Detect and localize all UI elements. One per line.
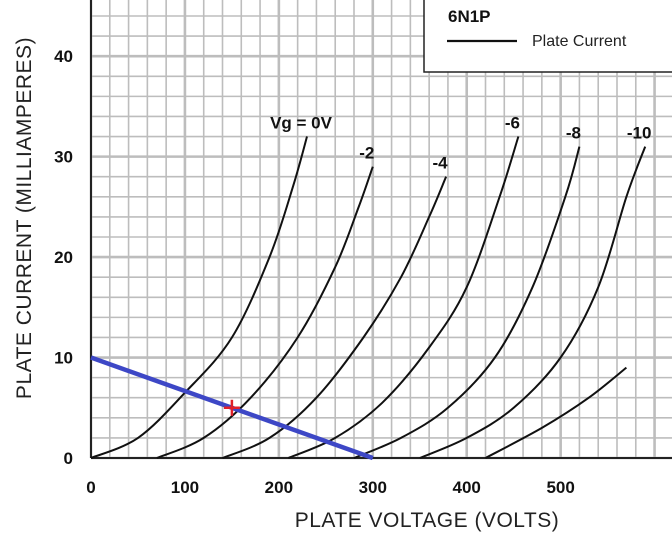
operating-point-group — [223, 399, 240, 416]
x-axis-label: PLATE VOLTAGE (VOLTS) — [295, 509, 560, 532]
y-tick-label: 30 — [54, 148, 73, 167]
curve-label: -4 — [432, 154, 448, 173]
y-tick-label: 40 — [54, 47, 73, 66]
y-tick-label: 10 — [54, 349, 73, 368]
plate-curves — [90, 136, 647, 459]
y-axis-label: PLATE CURRENT (MILLIAMPERES) — [13, 37, 36, 399]
curve-label: -2 — [359, 144, 374, 163]
curve-label: -10 — [627, 124, 652, 143]
y-tick-label: 0 — [64, 449, 73, 468]
y-tick-label: 20 — [54, 248, 73, 267]
legend-box: 6N1P Plate Current — [423, 0, 672, 73]
x-tick-label: 300 — [359, 478, 387, 497]
x-tick-label: 0 — [86, 478, 95, 497]
plate-curve — [222, 176, 448, 459]
grid-lines — [89, 0, 672, 460]
curve-label: -6 — [505, 114, 520, 133]
plate-curve — [485, 366, 628, 459]
curve-label: Vg = 0V — [270, 114, 333, 133]
plate-curve — [156, 166, 374, 459]
x-tick-labels: 0 100 200 300 400 500 — [86, 478, 575, 497]
plate-curve — [353, 146, 581, 459]
plate-curve — [90, 136, 308, 459]
x-tick-label: 500 — [546, 478, 574, 497]
plate-curve — [419, 146, 647, 459]
y-tick-labels: 0 10 20 30 40 — [54, 47, 73, 468]
curve-label: -8 — [566, 124, 581, 143]
plot-frame — [90, 0, 672, 459]
curve-labels: Vg = 0V -2 -4 -6 -8 -10 — [270, 114, 651, 173]
plate-curve — [287, 136, 520, 459]
legend-title: 6N1P — [448, 7, 491, 26]
x-tick-label: 400 — [453, 478, 481, 497]
x-tick-label: 100 — [171, 478, 199, 497]
x-tick-label: 200 — [265, 478, 293, 497]
legend-entry-plate-current: Plate Current — [532, 33, 627, 50]
